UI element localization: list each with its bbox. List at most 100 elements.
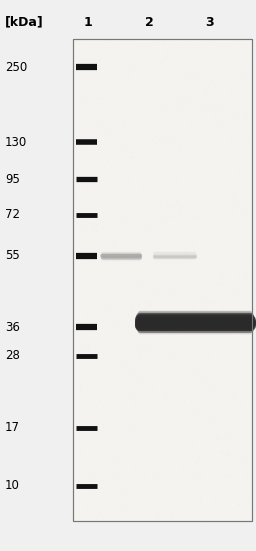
Point [86, 331, 90, 339]
Point [104, 228, 108, 236]
Point [77, 400, 81, 409]
Point [209, 263, 213, 272]
Point [205, 223, 209, 231]
Point [223, 278, 227, 287]
Point [188, 342, 192, 350]
Point [210, 219, 215, 228]
Point [99, 396, 103, 404]
Point [158, 477, 162, 486]
Point [173, 355, 177, 364]
Point [232, 201, 236, 209]
Point [81, 490, 85, 499]
Point [92, 387, 96, 396]
Point [188, 229, 192, 238]
Point [120, 415, 124, 424]
Point [123, 231, 127, 240]
Point [93, 340, 97, 349]
Point [158, 186, 162, 195]
Point [89, 142, 93, 151]
Point [215, 371, 219, 380]
Point [162, 104, 166, 113]
Point [164, 231, 168, 240]
Point [208, 61, 212, 69]
Point [199, 447, 203, 456]
Point [239, 38, 243, 47]
Point [206, 286, 210, 295]
Point [167, 83, 171, 92]
Point [74, 379, 78, 388]
Point [241, 246, 245, 255]
Point [76, 467, 80, 476]
Point [111, 440, 115, 449]
Point [201, 405, 206, 414]
Point [82, 264, 86, 273]
Point [95, 55, 100, 63]
Point [77, 402, 81, 410]
Point [168, 510, 172, 519]
Point [133, 61, 137, 69]
Point [135, 510, 139, 519]
Point [167, 56, 171, 65]
Point [206, 325, 210, 333]
Point [245, 469, 249, 478]
Point [194, 308, 198, 317]
Point [226, 88, 230, 97]
Point [131, 225, 135, 234]
Point [162, 113, 166, 122]
Point [212, 435, 216, 444]
Point [142, 140, 146, 149]
Point [160, 411, 164, 420]
Point [100, 60, 104, 69]
Point [234, 242, 238, 251]
Point [100, 277, 104, 286]
Point [222, 274, 226, 283]
Point [123, 188, 127, 197]
Point [215, 434, 219, 442]
Point [95, 225, 99, 234]
Point [75, 299, 79, 308]
Point [191, 511, 195, 520]
Point [93, 422, 97, 430]
Point [129, 422, 133, 430]
Point [166, 106, 170, 115]
Point [91, 35, 95, 44]
Point [153, 229, 157, 237]
Point [165, 376, 169, 385]
Point [125, 309, 130, 318]
Point [167, 224, 171, 233]
Point [208, 289, 212, 298]
Point [177, 206, 182, 214]
Point [155, 171, 159, 180]
Point [192, 424, 196, 433]
Point [203, 266, 207, 274]
Point [103, 486, 107, 495]
Point [203, 355, 207, 364]
Point [220, 250, 224, 259]
Point [184, 82, 188, 91]
Point [72, 272, 76, 280]
Point [137, 403, 141, 412]
Point [97, 58, 101, 67]
Point [150, 404, 154, 413]
Point [209, 76, 213, 85]
Point [189, 167, 194, 176]
Point [93, 102, 98, 111]
Point [138, 254, 142, 263]
Point [239, 166, 243, 175]
Point [161, 100, 165, 109]
Point [214, 155, 218, 164]
Point [195, 415, 199, 424]
Point [165, 152, 169, 160]
Point [146, 215, 150, 224]
Point [108, 228, 112, 237]
Point [193, 407, 197, 415]
Point [141, 52, 145, 61]
Point [143, 472, 147, 481]
Point [111, 54, 115, 63]
Point [186, 293, 190, 301]
Point [182, 288, 186, 296]
Point [85, 136, 89, 145]
Point [193, 251, 197, 260]
Point [196, 476, 200, 485]
Point [114, 267, 119, 276]
